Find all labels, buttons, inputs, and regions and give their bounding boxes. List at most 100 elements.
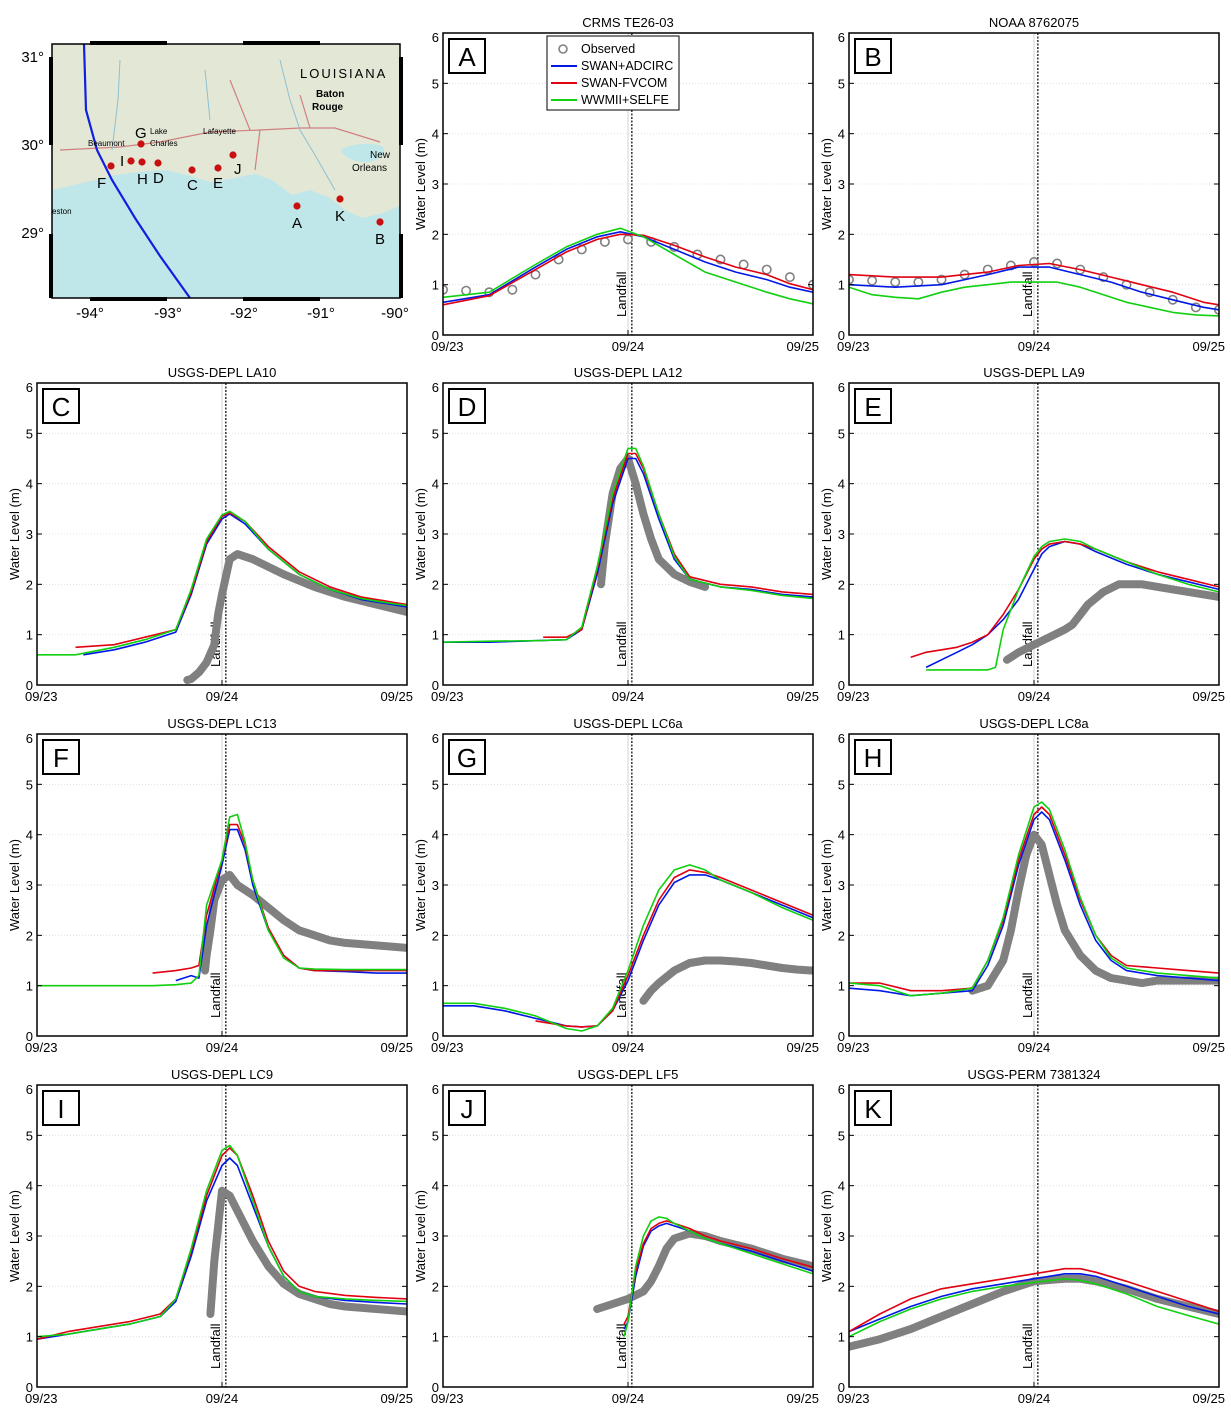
map-lat-label-31: 31°: [21, 49, 44, 66]
map-station-label-d: D: [153, 170, 164, 187]
x-tick-label-g: 09/23: [431, 1040, 464, 1055]
series-swan-adcirc-j: [623, 1222, 813, 1330]
observed-point-b: [1167, 294, 1178, 305]
legend-label-observed: Observed: [581, 42, 635, 56]
x-tick-label-i: 09/25: [380, 1391, 413, 1406]
y-tick-label-g: 0: [432, 1029, 439, 1044]
panels: Landfall 0 1 2 3 4 5 6 09/23 09/24 09/25 Water Leve…: [7, 15, 1225, 1406]
y-tick-label-j: 3: [432, 1229, 439, 1244]
y-tick-label-f: 6: [26, 731, 33, 746]
x-tick-label-c: 09/23: [25, 689, 58, 704]
panel-letter-e: E: [864, 392, 881, 422]
panel-letter-box-c: [42, 388, 80, 424]
x-tick-label-c: 09/25: [380, 689, 413, 704]
y-tick-label-f: 1: [26, 979, 33, 994]
map-place-lafayette: Lafayette: [203, 127, 236, 136]
map-station-dot-b: [376, 218, 384, 226]
y-tick-label-k: 6: [838, 1082, 845, 1097]
y-tick-label-h: 4: [838, 828, 845, 843]
y-tick-label-b: 3: [838, 177, 845, 192]
map-station-label-g: G: [135, 125, 147, 142]
y-tick-label-h: 6: [838, 731, 845, 746]
y-tick-label-d: 5: [432, 426, 439, 441]
series-group-a: [416, 227, 813, 306]
x-tick-label-b: 09/24: [1018, 339, 1051, 354]
series-wwmii-selfe-e: [926, 538, 1219, 671]
y-tick-label-k: 2: [838, 1279, 845, 1294]
y-tick-label-b: 1: [838, 278, 845, 293]
series-group-e: [910, 538, 1219, 671]
chart-panel-k: Landfall 0 1 2 3 4 5 6 09/23 09/24 09/25 Water Leve…: [819, 1067, 1225, 1406]
y-tick-label-g: 1: [432, 979, 439, 994]
panel-letter-box-j: [448, 1090, 486, 1126]
landfall-label-a: Landfall: [614, 271, 629, 317]
y-tick-label-i: 0: [26, 1380, 33, 1395]
map-station-labels: A B C D E F G H I J K: [97, 125, 385, 248]
y-tick-label-f: 4: [26, 828, 33, 843]
x-tick-label-a: 09/25: [786, 339, 819, 354]
map-station-dot-j: [229, 151, 237, 159]
map-station-label-j: J: [234, 161, 242, 178]
y-tick-label-b: 4: [838, 127, 845, 142]
y-tick-label-g: 5: [432, 777, 439, 792]
map-station-dot-c: [188, 166, 196, 174]
series-wwmii-selfe-c: [37, 510, 407, 656]
observed-point-b: [890, 277, 901, 288]
series-group-k: [849, 1267, 1219, 1351]
map-place-lake: Lake: [150, 127, 168, 136]
chart-title-h: USGS-DEPL LC8a: [979, 716, 1089, 731]
x-tick-label-e: 09/24: [1018, 689, 1051, 704]
chart-title-j: USGS-DEPL LF5: [578, 1067, 679, 1082]
series-observed-h: [968, 830, 1219, 995]
y-tick-label-i: 3: [26, 1229, 33, 1244]
map-station-label-e: E: [213, 175, 223, 192]
x-tick-label-h: 09/25: [1192, 1040, 1225, 1055]
series-swan-adcirc-k: [849, 1273, 1219, 1333]
y-tick-label-d: 4: [432, 477, 439, 492]
map-station-label-f: F: [97, 175, 106, 192]
series-wwmii-selfe-j: [623, 1216, 813, 1337]
x-tick-label-b: 09/23: [837, 339, 870, 354]
x-tick-label-a: 09/23: [431, 339, 464, 354]
legend-marker-observed: [558, 44, 568, 54]
x-tick-label-j: 09/24: [612, 1391, 645, 1406]
map-place-charles: Charles: [150, 139, 178, 148]
y-tick-label-d: 0: [432, 678, 439, 693]
legend-a: Observed SWAN+ADCIRC SWAN-FVCOM WWMII+SELFE: [546, 35, 680, 111]
y-tick-label-a: 4: [432, 127, 439, 142]
x-tick-label-j: 09/23: [431, 1391, 464, 1406]
panel-letter-f: F: [53, 743, 69, 773]
panel-letter-d: D: [458, 392, 477, 422]
y-tick-label-a: 2: [432, 227, 439, 242]
x-tick-label-g: 09/25: [786, 1040, 819, 1055]
series-group-f: [37, 813, 407, 987]
series-observed-g: [639, 956, 813, 1005]
series-group-h: [849, 801, 1219, 997]
observed-point-a: [416, 286, 424, 294]
series-swan-fvcom-j: [623, 1220, 813, 1325]
x-tick-label-k: 09/23: [837, 1391, 870, 1406]
panel-letter-k: K: [864, 1094, 882, 1124]
map-lat-label-29: 29°: [21, 225, 44, 242]
x-tick-label-f: 09/24: [206, 1040, 239, 1055]
x-tick-label-e: 09/23: [837, 689, 870, 704]
y-tick-label-c: 5: [26, 426, 33, 441]
series-swan-adcirc-e: [925, 540, 1219, 669]
panel-letter-h: H: [864, 743, 883, 773]
y-tick-label-c: 3: [26, 527, 33, 542]
y-axis-label-a: Water Level (m): [413, 138, 428, 230]
y-tick-label-a: 5: [432, 76, 439, 91]
map-station-label-a: A: [292, 215, 302, 232]
y-tick-label-e: 1: [838, 628, 845, 643]
map-station-dot-k: [336, 195, 344, 203]
x-tick-label-j: 09/25: [786, 1391, 819, 1406]
series-wwmii-selfe-g: [443, 864, 813, 1032]
y-tick-label-h: 2: [838, 928, 845, 943]
y-axis-label-h: Water Level (m): [819, 839, 834, 931]
y-tick-label-c: 2: [26, 577, 33, 592]
y-tick-label-j: 0: [432, 1380, 439, 1395]
y-tick-label-b: 5: [838, 76, 845, 91]
chart-panel-a: Landfall 0 1 2 3 4 5 6 09/23 09/24 09/25 Water Leve…: [413, 15, 819, 354]
series-swan-fvcom-a: [443, 233, 813, 306]
